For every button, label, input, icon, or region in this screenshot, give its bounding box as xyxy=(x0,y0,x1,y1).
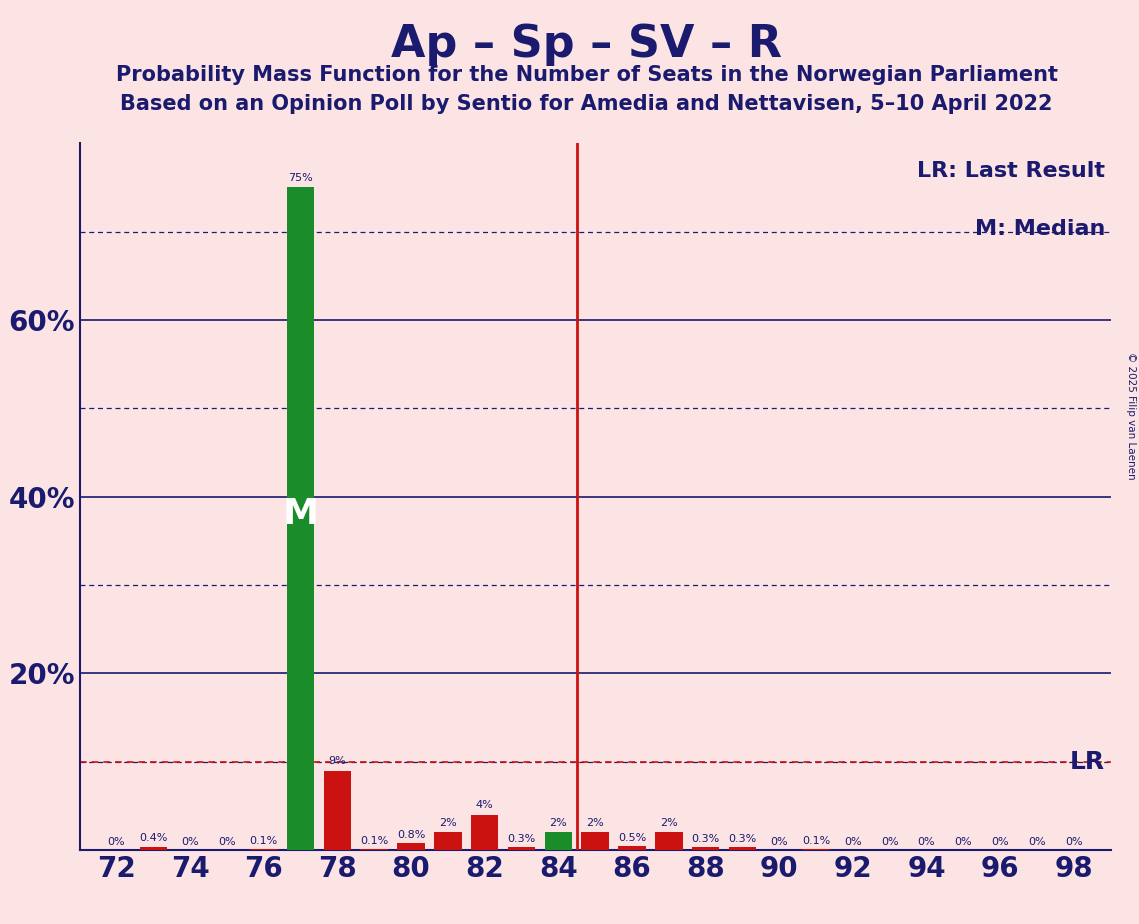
Bar xyxy=(581,833,609,850)
Text: 0.1%: 0.1% xyxy=(249,836,278,846)
Text: 2%: 2% xyxy=(439,818,457,828)
Bar xyxy=(287,188,314,850)
Bar xyxy=(729,847,756,850)
Text: 0.3%: 0.3% xyxy=(728,834,756,845)
Text: 0%: 0% xyxy=(181,837,199,847)
Text: LR: Last Result: LR: Last Result xyxy=(917,161,1105,181)
Text: 0.8%: 0.8% xyxy=(396,830,425,840)
Text: 0%: 0% xyxy=(954,837,972,847)
Text: 2%: 2% xyxy=(549,818,567,828)
Text: 4%: 4% xyxy=(476,800,493,810)
Text: 0.4%: 0.4% xyxy=(139,833,167,844)
Text: LR: LR xyxy=(1070,749,1105,773)
Text: 0%: 0% xyxy=(770,837,788,847)
Bar xyxy=(323,771,351,850)
Bar xyxy=(618,845,646,850)
Bar xyxy=(470,815,499,850)
Bar xyxy=(655,833,682,850)
Text: 0.3%: 0.3% xyxy=(691,834,720,845)
Text: 75%: 75% xyxy=(288,173,313,183)
Text: 0.1%: 0.1% xyxy=(802,836,830,846)
Text: 0.5%: 0.5% xyxy=(617,833,646,843)
Bar xyxy=(691,847,720,850)
Bar xyxy=(544,833,572,850)
Text: M: Median: M: Median xyxy=(975,219,1105,239)
Text: Based on an Opinion Poll by Sentio for Amedia and Nettavisen, 5–10 April 2022: Based on an Opinion Poll by Sentio for A… xyxy=(121,94,1052,115)
Bar xyxy=(508,847,535,850)
Text: Probability Mass Function for the Number of Seats in the Norwegian Parliament: Probability Mass Function for the Number… xyxy=(115,65,1058,85)
Text: © 2025 Filip van Laenen: © 2025 Filip van Laenen xyxy=(1125,352,1136,480)
Text: 0.1%: 0.1% xyxy=(360,836,388,846)
Text: 0%: 0% xyxy=(1065,837,1082,847)
Text: 0%: 0% xyxy=(1029,837,1046,847)
Text: 2%: 2% xyxy=(587,818,604,828)
Text: 0%: 0% xyxy=(918,837,935,847)
Text: 0%: 0% xyxy=(108,837,125,847)
Bar xyxy=(398,843,425,850)
Text: M: M xyxy=(282,497,319,531)
Text: 0%: 0% xyxy=(880,837,899,847)
Text: 2%: 2% xyxy=(659,818,678,828)
Bar xyxy=(434,833,461,850)
Text: Ap – Sp – SV – R: Ap – Sp – SV – R xyxy=(391,23,782,67)
Text: 0%: 0% xyxy=(991,837,1009,847)
Text: 0.3%: 0.3% xyxy=(507,834,535,845)
Text: 0%: 0% xyxy=(219,837,236,847)
Bar xyxy=(140,846,167,850)
Text: 0%: 0% xyxy=(844,837,861,847)
Text: 9%: 9% xyxy=(328,756,346,766)
